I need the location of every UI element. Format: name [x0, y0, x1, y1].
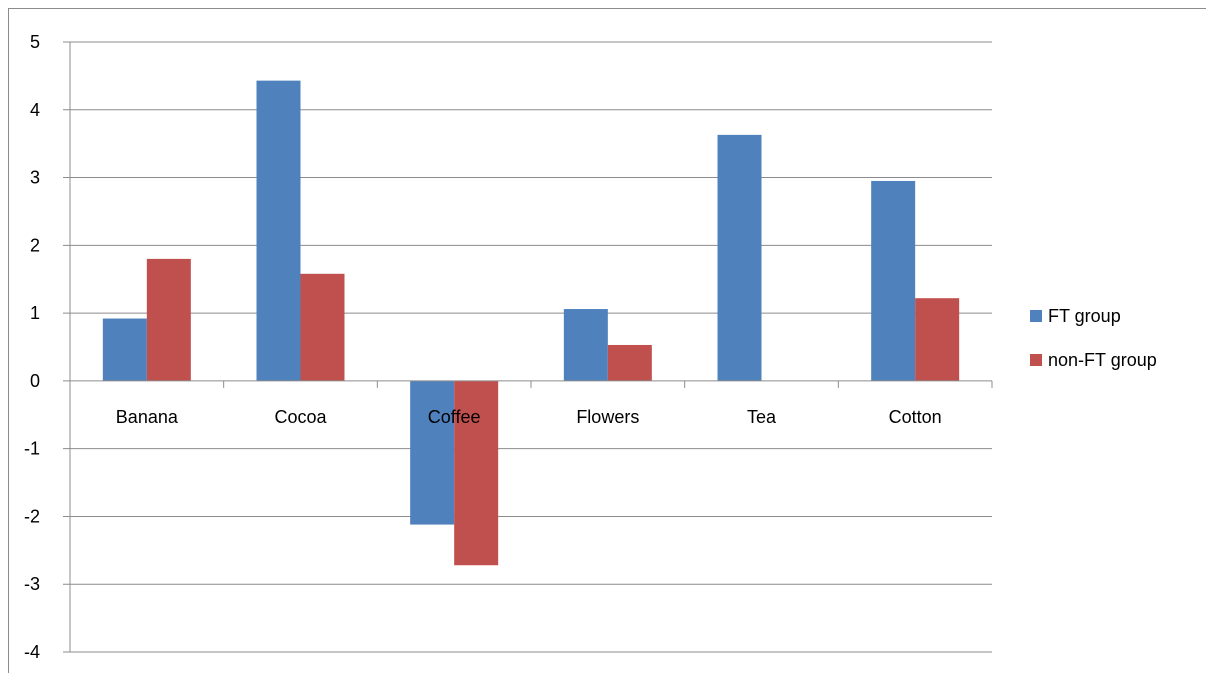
y-tick-label: -2	[24, 506, 40, 526]
bar-non-ft-banana	[146, 258, 191, 381]
gridlines	[63, 41, 992, 653]
bar-ft-banana	[102, 318, 147, 381]
y-tick-label: -4	[24, 642, 40, 662]
bar-ft-tea	[717, 134, 762, 381]
legend-label: non-FT group	[1048, 350, 1157, 370]
bar-non-ft-cotton	[915, 298, 960, 381]
x-category-label: Banana	[116, 407, 179, 427]
bars	[102, 80, 960, 566]
legend: FT group non-FT group	[1030, 306, 1157, 370]
y-tick-label: 5	[30, 32, 40, 52]
axes	[63, 42, 993, 652]
legend-label: FT group	[1048, 306, 1121, 326]
bar-non-ft-cocoa	[300, 273, 345, 381]
bar-non-ft-flowers	[607, 344, 652, 381]
y-tick-label: 3	[30, 168, 40, 188]
y-axis-tick-labels: 5 4 3 2 1 0 -1 -2 -3 -4	[24, 32, 40, 662]
x-axis-category-labels: Banana Cocoa Coffee Flowers Tea Cotton	[116, 407, 942, 427]
y-tick-label: -3	[24, 574, 40, 594]
bar-ft-flowers	[563, 309, 608, 381]
x-category-label: Tea	[747, 407, 777, 427]
y-tick-label: 1	[30, 303, 40, 323]
x-category-label: Cotton	[889, 407, 942, 427]
bar-ft-cocoa	[256, 80, 301, 381]
y-tick-label: 0	[30, 371, 40, 391]
x-category-label: Coffee	[428, 407, 481, 427]
bar-ft-cotton	[871, 180, 916, 381]
legend-swatch	[1030, 354, 1042, 366]
bar-non-ft-coffee	[454, 380, 499, 566]
y-tick-label: 2	[30, 235, 40, 255]
y-tick-label: -1	[24, 439, 40, 459]
y-tick-label: 4	[30, 100, 40, 120]
x-category-label: Flowers	[576, 407, 639, 427]
bar-ft-coffee	[410, 380, 455, 525]
legend-swatch	[1030, 310, 1042, 322]
x-category-label: Cocoa	[274, 407, 327, 427]
